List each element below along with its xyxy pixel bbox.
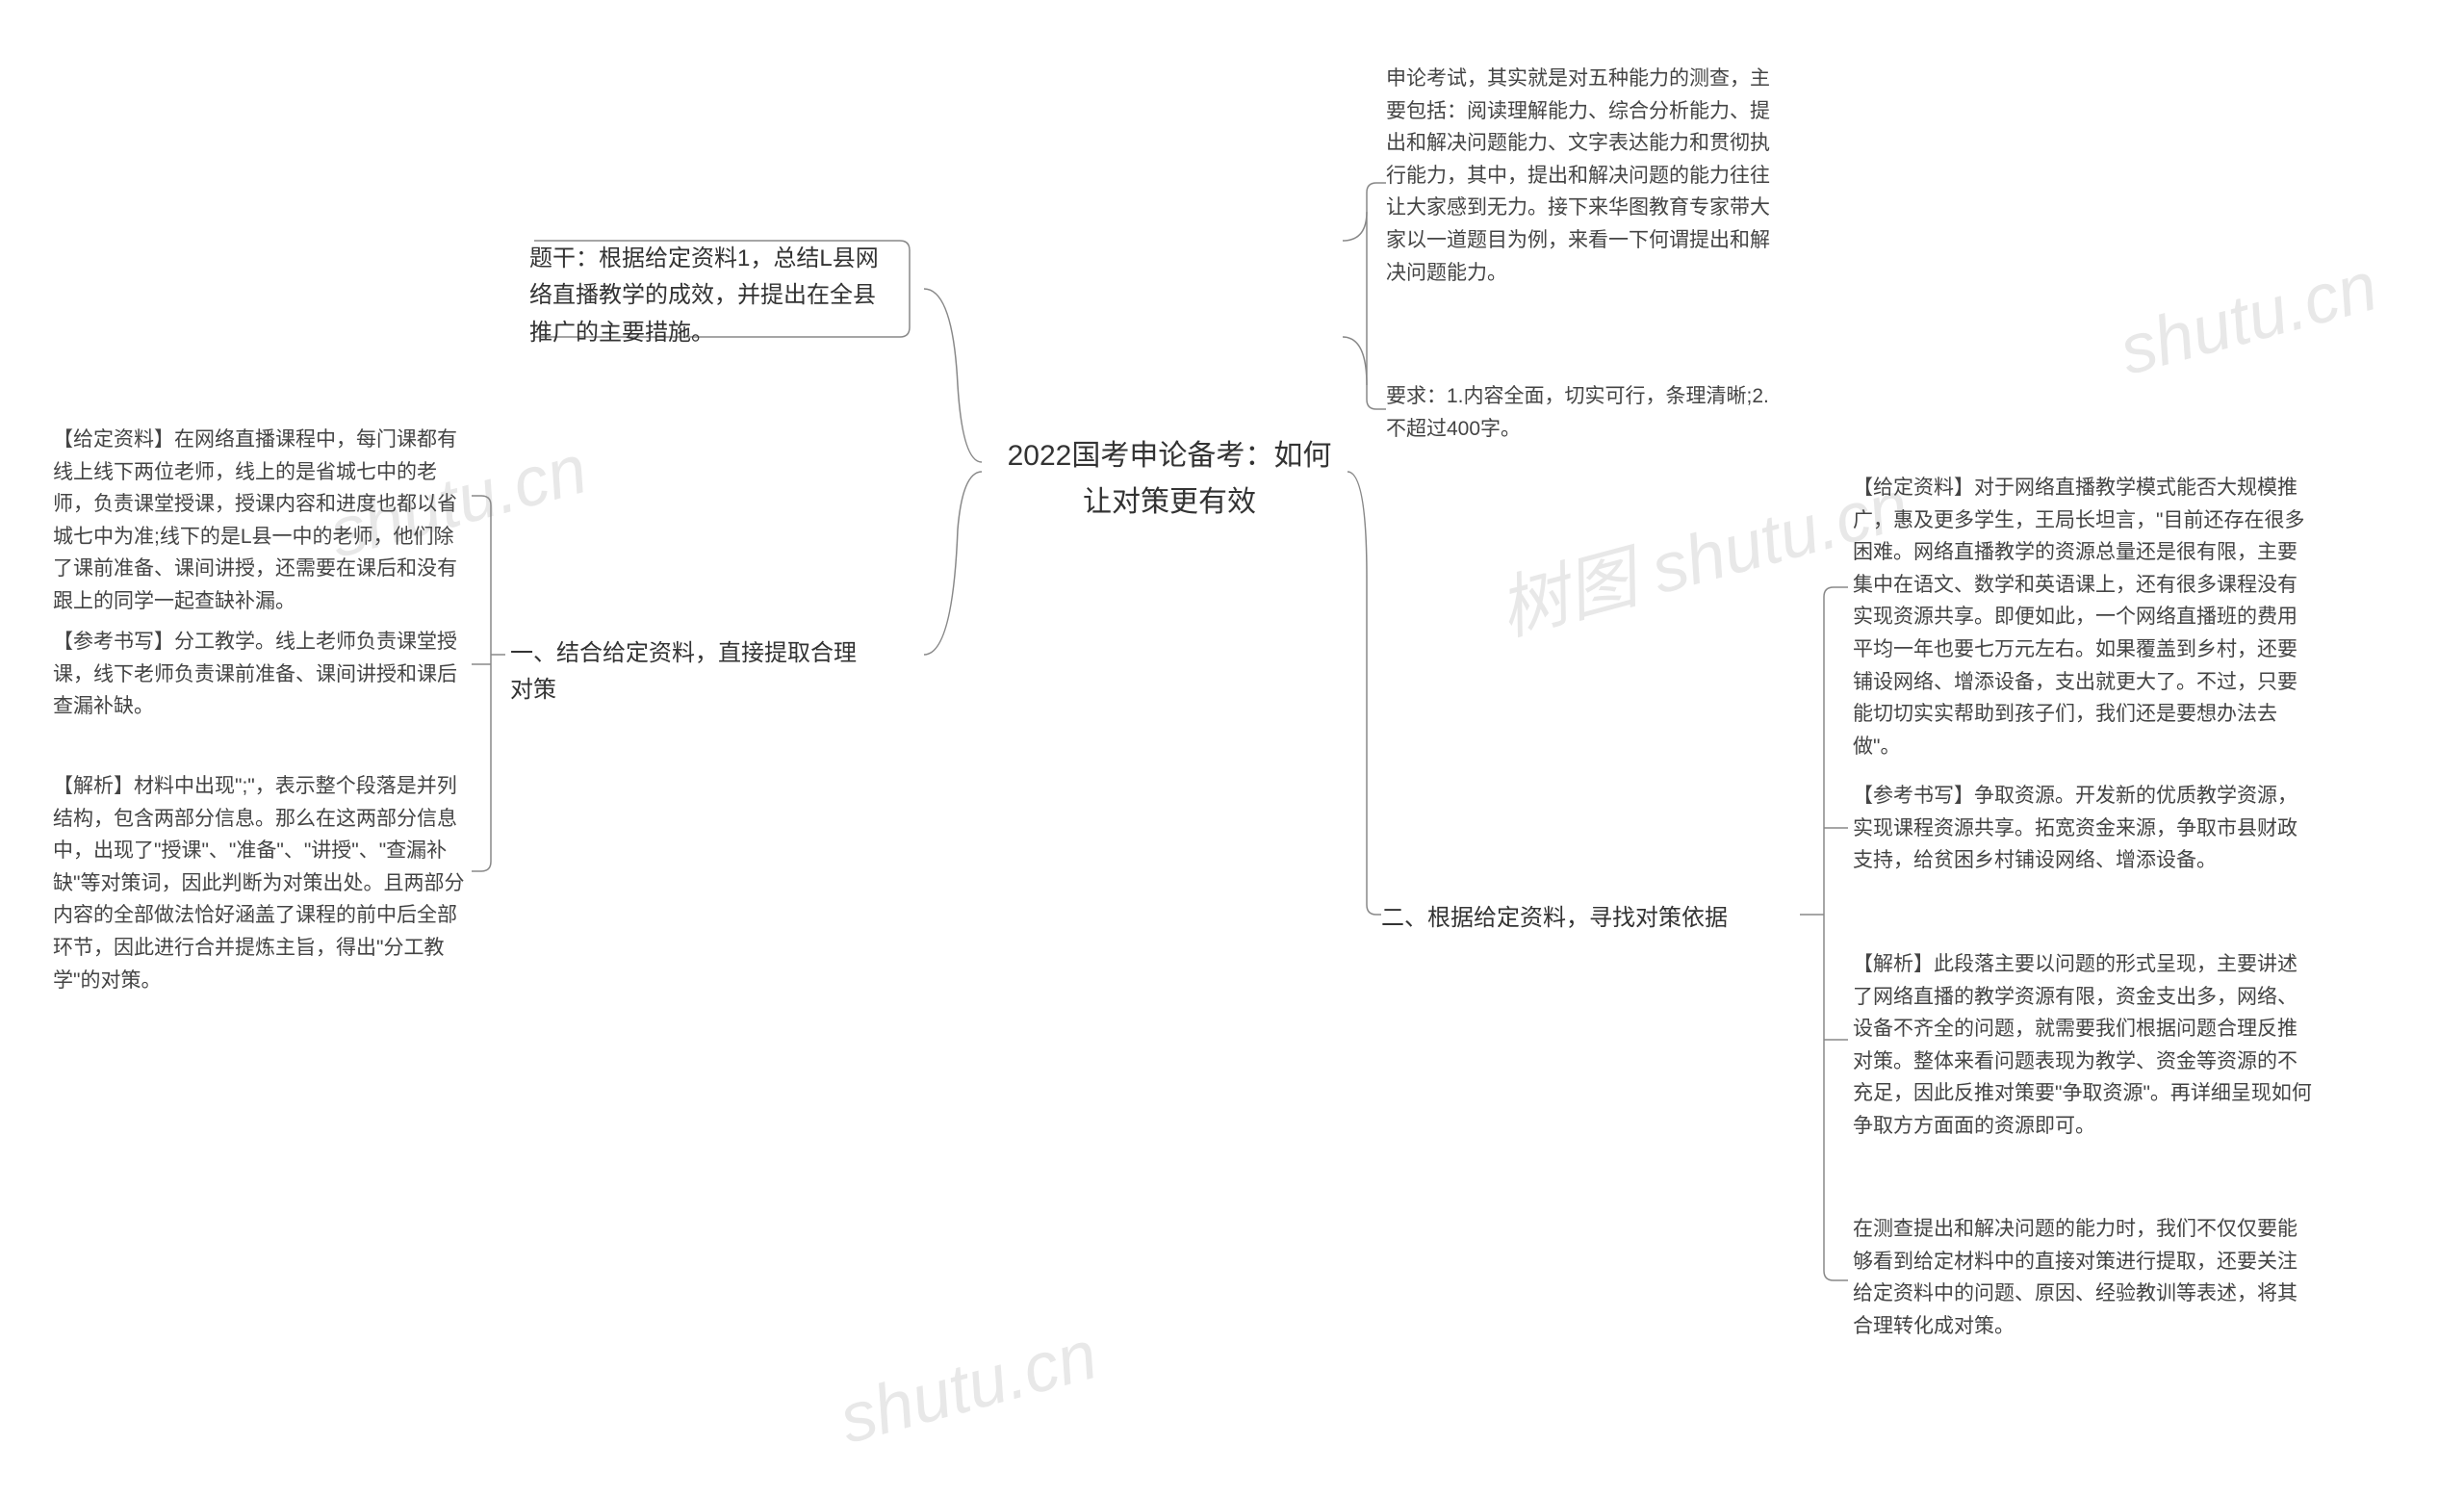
branch-section-1-l2: 对策 (510, 672, 914, 709)
branch-section-2: 二、根据给定资料，寻找对策依据 (1381, 900, 1795, 937)
branch-section-1: 一、结合给定资料，直接提取合理 对策 (510, 635, 914, 710)
leaf-analysis-2: 【解析】此段落主要以问题的形式呈现，主要讲述了网络直播的教学资源有限，资金支出多… (1853, 948, 2315, 1143)
branch-question-l3: 推广的主要措施。 (529, 315, 914, 351)
branch-question: 题干：根据给定资料1，总结L县网 络直播教学的成效，并提出在全县 推广的主要措施… (529, 241, 914, 351)
leaf-material-2: 【给定资料】对于网络直播教学模式能否大规模推广，惠及更多学生，王局长坦言，"目前… (1853, 472, 2315, 762)
branch-question-l2: 络直播教学的成效，并提出在全县 (529, 277, 914, 314)
leaf-analysis-1: 【解析】材料中出现";"，表示整个段落是并列结构，包含两部分信息。那么在这两部分… (53, 770, 467, 996)
watermark-3: shutu.cn (2112, 246, 2385, 391)
center-title-l1: 2022国考申论备考：如何 (991, 433, 1348, 479)
leaf-reference-2: 【参考书写】争取资源。开发新的优质教学资源，实现课程资源共享。拓宽资金来源，争取… (1853, 780, 2315, 877)
leaf-requirement: 要求：1.内容全面，切实可行，条理清晰;2.不超过400字。 (1386, 380, 1771, 445)
leaf-reference-1: 【参考书写】分工教学。线上老师负责课堂授课，线下老师负责课前准备、课间讲授和课后… (53, 626, 467, 723)
branch-section-1-l1: 一、结合给定资料，直接提取合理 (510, 635, 914, 672)
leaf-summary: 在测查提出和解决问题的能力时，我们不仅仅要能够看到给定材料中的直接对策进行提取，… (1853, 1213, 2315, 1342)
branch-question-l1: 题干：根据给定资料1，总结L县网 (529, 241, 914, 277)
center-title-l2: 让对策更有效 (991, 479, 1348, 526)
leaf-intro: 申论考试，其实就是对五种能力的测查，主要包括：阅读理解能力、综合分析能力、提出和… (1386, 63, 1771, 289)
leaf-material-1: 【给定资料】在网络直播课程中，每门课都有线上线下两位老师，线上的是省城七中的老师… (53, 424, 467, 618)
watermark-4: shutu.cn (832, 1315, 1105, 1459)
center-title: 2022国考申论备考：如何 让对策更有效 (991, 433, 1348, 526)
